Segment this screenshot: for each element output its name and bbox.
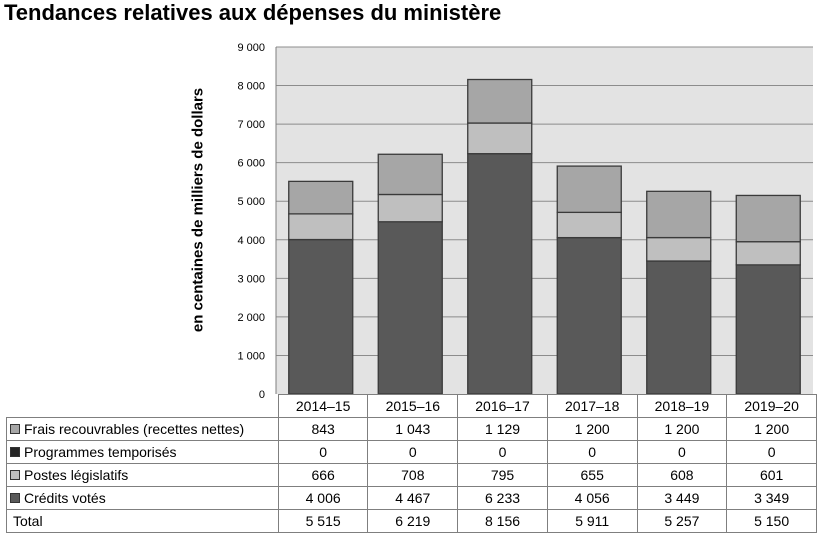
data-value: 1 200 [726,417,817,441]
total-value: 8 156 [457,509,548,533]
data-value: 608 [636,463,728,487]
y-tick-label: 2 000 [237,312,265,324]
table-row-programmes: Programmes temporisés 0 0 0 0 0 0 [6,440,817,464]
bar-segment [646,260,712,395]
data-value: 4 467 [367,486,459,510]
series-name: Postes législatifs [24,467,129,483]
bar-segment [556,165,622,214]
data-value: 843 [277,417,369,441]
y-tick-label: 8 000 [237,81,265,93]
total-value: 5 911 [546,509,638,533]
series-name: Crédits votés [24,490,106,506]
data-value: 4 056 [546,486,638,510]
legend-entry-programmes: Programmes temporisés [6,440,279,464]
bar-segment [646,236,712,262]
data-value: 0 [367,440,459,464]
total-value: 5 515 [277,509,369,533]
bar-segment [467,122,533,155]
bar-segment [735,194,801,243]
data-value: 601 [726,463,817,487]
category-label: 2017–18 [546,394,638,418]
legend-entry-credits: Crédits votés [6,486,279,510]
data-value: 0 [546,440,638,464]
data-value: 0 [636,440,728,464]
bar-segment [556,236,622,395]
data-value: 0 [277,440,369,464]
y-tick-label: 9 000 [237,42,265,54]
legend-swatch [10,470,20,481]
table-row-postes: Postes législatifs 666 708 795 655 608 6… [6,463,817,487]
series-name: Programmes temporisés [24,444,177,460]
data-value: 4 006 [277,486,369,510]
legend-swatch [10,493,20,504]
data-value: 1 200 [546,417,638,441]
legend-entry-frais: Frais recouvrables (recettes nettes) [6,417,279,441]
bar-segment [377,221,443,395]
data-value: 1 043 [367,417,459,441]
bar-segment [556,211,622,239]
data-value: 6 233 [457,486,548,510]
category-label: 2014–15 [277,394,369,418]
total-value: 5 257 [636,509,728,533]
total-value: 6 219 [367,509,459,533]
data-value: 795 [457,463,548,487]
bar-segment [467,78,533,124]
data-value: 3 349 [726,486,817,510]
data-value: 708 [367,463,459,487]
category-label: 2018–19 [636,394,728,418]
y-tick-label: 4 000 [237,235,265,247]
bar-segment [288,180,354,215]
category-label: 2016–17 [457,394,548,418]
table-row-total: Total 5 515 6 219 8 156 5 911 5 257 5 15… [6,509,817,533]
legend-swatch [10,447,20,458]
bar-segment [646,190,712,239]
y-axis-label: en centaines de milliers de dollars [189,87,207,333]
legend-entry-postes: Postes législatifs [6,463,279,487]
data-value: 1 129 [457,417,548,441]
bar-segment [377,153,443,196]
chart-title: Tendances relatives aux dépenses du mini… [4,0,502,25]
legend-swatch [10,424,20,435]
bar-segment [288,213,354,241]
bar-segment [467,153,533,395]
plot-area [276,47,813,394]
total-label: Total [6,509,279,533]
data-value: 0 [726,440,817,464]
series-name: Frais recouvrables (recettes nettes) [24,421,245,437]
y-tick-label: 3 000 [237,273,265,285]
category-label: 2019–20 [726,394,817,418]
bar-segment [377,193,443,223]
bar-segment [735,264,801,395]
category-label: 2015–16 [367,394,459,418]
data-value: 3 449 [636,486,728,510]
table-row-frais: Frais recouvrables (recettes nettes) 843… [6,417,817,441]
data-value: 666 [277,463,369,487]
y-tick-label: 6 000 [237,158,265,170]
table-corner [6,394,279,418]
bar-segment [735,241,801,266]
data-table: 2014–15 2015–16 2016–17 2017–18 2018–19 … [6,394,817,533]
bar-segment [288,238,354,395]
data-value: 0 [457,440,548,464]
y-tick-label: 7 000 [237,119,265,131]
table-header-row: 2014–15 2015–16 2016–17 2017–18 2018–19 … [6,394,817,418]
data-value: 655 [546,463,638,487]
data-value: 1 200 [636,417,728,441]
table-row-credits: Crédits votés 4 006 4 467 6 233 4 056 3 … [6,486,817,510]
y-tick-label: 5 000 [237,196,265,208]
total-value: 5 150 [726,509,817,533]
y-tick-label: 1 000 [237,350,265,362]
